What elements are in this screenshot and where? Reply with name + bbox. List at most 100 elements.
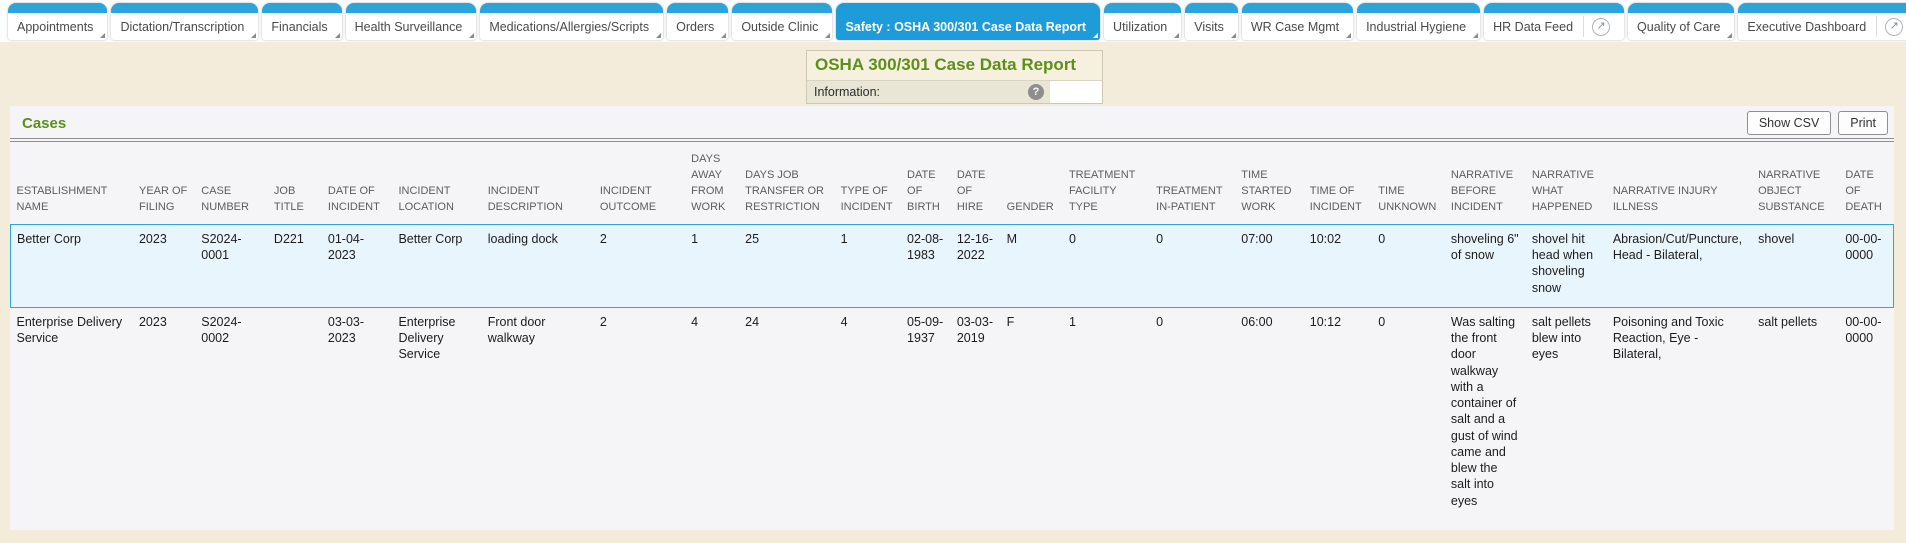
dropdown-fold-icon xyxy=(1174,33,1180,38)
cell-time-of-incident: 10:12 xyxy=(1309,314,1342,329)
dropdown-fold-icon xyxy=(334,33,340,38)
tab-label: Medications/Allergies/Scripts xyxy=(489,19,650,34)
tab-visits[interactable]: Visits xyxy=(1185,3,1238,40)
cases-table: ESTABLISHMENT NAME YEAR OF FILING CASE NUM… xyxy=(10,142,1894,515)
tab-health-surveillance[interactable]: Health Surveillance xyxy=(345,3,477,40)
information-label: Information: xyxy=(814,85,881,99)
tab-safety-osha-300-301-case-data-report[interactable]: Safety : OSHA 300/301 Case Data Report xyxy=(836,3,1101,40)
cell-incident-description: loading dock xyxy=(487,231,558,246)
column-header-gender: GENDER xyxy=(1006,200,1054,213)
column-header-date-of-death: DATE OF DEATH xyxy=(1845,168,1882,213)
tab-orders[interactable]: Orders xyxy=(667,3,729,40)
tab-wr-case-mgmt[interactable]: WR Case Mgmt xyxy=(1241,3,1354,40)
column-header-time-started-work: TIME STARTED WORK xyxy=(1241,168,1292,213)
column-header-days-away-from-work: DAYS AWAY FROM WORK xyxy=(691,153,726,213)
cell-case-number: S2024-0001 xyxy=(201,231,242,262)
tab-utilization[interactable]: Utilization xyxy=(1104,3,1182,40)
cell-time-started-work: 06:00 xyxy=(1241,314,1273,329)
cell-narrative-before-incident: shoveling 6" of snow xyxy=(1450,231,1519,262)
tab-label: Executive Dashboard xyxy=(1747,19,1867,34)
cases-table-header-row: ESTABLISHMENT NAME YEAR OF FILING CASE NUM… xyxy=(11,142,1894,224)
tab-quality-of-care[interactable]: Quality of Care xyxy=(1628,3,1735,40)
cell-narrative-injury-illness: Abrasion/Cut/Puncture, Head - Bilateral, xyxy=(1612,231,1743,262)
dropdown-fold-icon xyxy=(656,33,662,38)
cell-year-of-filing: 2023 xyxy=(138,231,167,246)
tab-label: Utilization xyxy=(1113,19,1168,34)
cell-incident-location: Enterprise Delivery Service xyxy=(398,314,456,362)
cell-time-of-incident: 10:02 xyxy=(1309,231,1342,246)
cell-days-away-from-work: 1 xyxy=(691,231,699,246)
cell-date-of-incident: 01-04-2023 xyxy=(327,231,365,262)
cell-establishment-name: Better Corp xyxy=(17,231,81,246)
column-header-year-of-filing: YEAR OF FILING xyxy=(138,184,188,213)
show-csv-button[interactable]: Show CSV xyxy=(1746,111,1832,135)
column-header-job-title: JOB TITLE xyxy=(273,184,304,213)
dropdown-fold-icon xyxy=(1473,33,1479,38)
tab-dictation-transcription[interactable]: Dictation/Transcription xyxy=(111,3,259,40)
column-header-date-of-incident: DATE OF INCIDENT xyxy=(327,184,380,213)
cell-days-job-transfer-or-restriction: 25 xyxy=(745,231,760,246)
column-header-date-of-birth: DATE OF BIRTH xyxy=(907,168,940,213)
cases-panel: Cases Show CSV Print ESTABLISHMENT NAME Y… xyxy=(10,106,1894,530)
column-header-incident-location: INCIDENT LOCATION xyxy=(398,184,454,213)
cell-case-number: S2024-0002 xyxy=(201,314,242,345)
cell-narrative-object-substance: shovel xyxy=(1758,231,1795,246)
external-link-icon[interactable]: ↗ xyxy=(1885,17,1904,36)
dropdown-fold-icon xyxy=(1727,33,1733,38)
cell-narrative-what-happened: salt pellets blew into eyes xyxy=(1531,314,1591,362)
report-header: OSHA 300/301 Case Data Report Informatio… xyxy=(806,50,1103,104)
dropdown-fold-icon xyxy=(1230,33,1236,38)
cell-time-unknown: 0 xyxy=(1378,231,1386,246)
column-header-narrative-before-incident: NARRATIVE BEFORE INCIDENT xyxy=(1450,168,1514,213)
column-header-treatment-facility-type: TREATMENT FACILITY TYPE xyxy=(1068,168,1136,213)
cell-narrative-what-happened: shovel hit head when shoveling snow xyxy=(1531,231,1594,295)
cell-date-of-hire: 03-03-2019 xyxy=(956,314,993,345)
tab-label: Safety : OSHA 300/301 Case Data Report xyxy=(845,19,1087,34)
tab-outside-clinic[interactable]: Outside Clinic xyxy=(732,3,833,40)
cell-date-of-death: 00-00-0000 xyxy=(1845,314,1882,345)
column-header-narrative-object-substance: NARRATIVE OBJECT SUBSTANCE xyxy=(1758,168,1825,213)
help-icon[interactable]: ? xyxy=(1028,84,1044,100)
tab-bar: Appointments Dictation/Transcription Finan… xyxy=(0,0,1906,42)
tab-industrial-hygiene[interactable]: Industrial Hygiene xyxy=(1357,3,1481,40)
tab-label: Orders xyxy=(676,19,715,34)
print-button[interactable]: Print xyxy=(1838,111,1888,135)
column-header-date-of-hire: DATE OF HIRE xyxy=(956,168,986,213)
page-title: OSHA 300/301 Case Data Report xyxy=(815,55,1077,74)
tab-executive-dashboard[interactable]: Executive Dashboard ↗ xyxy=(1738,3,1906,40)
external-link-icon[interactable]: ↗ xyxy=(1592,17,1611,36)
cell-incident-location: Better Corp xyxy=(398,231,463,246)
table-row[interactable]: Better Corp 2023 S2024-0001 D221 01-04-2023 B… xyxy=(10,224,1894,308)
cell-job-title xyxy=(268,307,322,515)
column-header-days-job-transfer-or-restriction: DAYS JOB TRANSFER OR RESTRICTION xyxy=(745,168,824,213)
tab-label: Outside Clinic xyxy=(741,19,819,34)
cell-establishment-name: Enterprise Delivery Service xyxy=(16,314,123,345)
cell-type-of-incident: 4 xyxy=(840,314,848,329)
tab-hr-data-feed[interactable]: HR Data Feed ↗ xyxy=(1484,3,1625,40)
cell-gender: M xyxy=(1006,231,1018,246)
column-header-narrative-injury-illness: NARRATIVE INJURY ILLNESS xyxy=(1612,184,1718,213)
cell-days-away-from-work: 4 xyxy=(691,314,699,329)
cell-treatment-in-patient: 0 xyxy=(1156,314,1164,329)
column-header-type-of-incident: TYPE OF INCIDENT xyxy=(840,184,893,213)
cell-incident-outcome: 2 xyxy=(599,231,607,246)
cell-narrative-injury-illness: Poisoning and Toxic Reaction, Eye - Bila… xyxy=(1612,314,1724,362)
cases-panel-header: Cases Show CSV Print xyxy=(10,106,1894,138)
column-header-incident-outcome: INCIDENT OUTCOME xyxy=(599,184,657,213)
tab-medications-allergies-scripts[interactable]: Medications/Allergies/Scripts xyxy=(480,3,664,40)
cell-date-of-hire: 12-16-2022 xyxy=(956,231,993,262)
cases-table-body: Better Corp 2023 S2024-0001 D221 01-04-2023 B… xyxy=(10,224,1894,515)
dropdown-fold-icon xyxy=(1093,33,1099,38)
table-row[interactable]: Enterprise Delivery Service 2023 S2024-000… xyxy=(11,307,1894,515)
column-header-time-of-incident: TIME OF INCIDENT xyxy=(1309,184,1362,213)
dropdown-fold-icon xyxy=(469,33,475,38)
tab-separator xyxy=(1583,16,1585,37)
column-header-narrative-what-happened: NARRATIVE WHAT HAPPENED xyxy=(1531,168,1594,213)
tab-financials[interactable]: Financials xyxy=(262,3,342,40)
tab-label: HR Data Feed xyxy=(1493,19,1574,34)
cell-date-of-birth: 02-08-1983 xyxy=(907,231,944,262)
tab-label: Quality of Care xyxy=(1637,19,1721,34)
dropdown-fold-icon xyxy=(251,33,257,38)
column-header-establishment-name: ESTABLISHMENT NAME xyxy=(16,184,108,213)
tab-appointments[interactable]: Appointments xyxy=(8,3,108,40)
